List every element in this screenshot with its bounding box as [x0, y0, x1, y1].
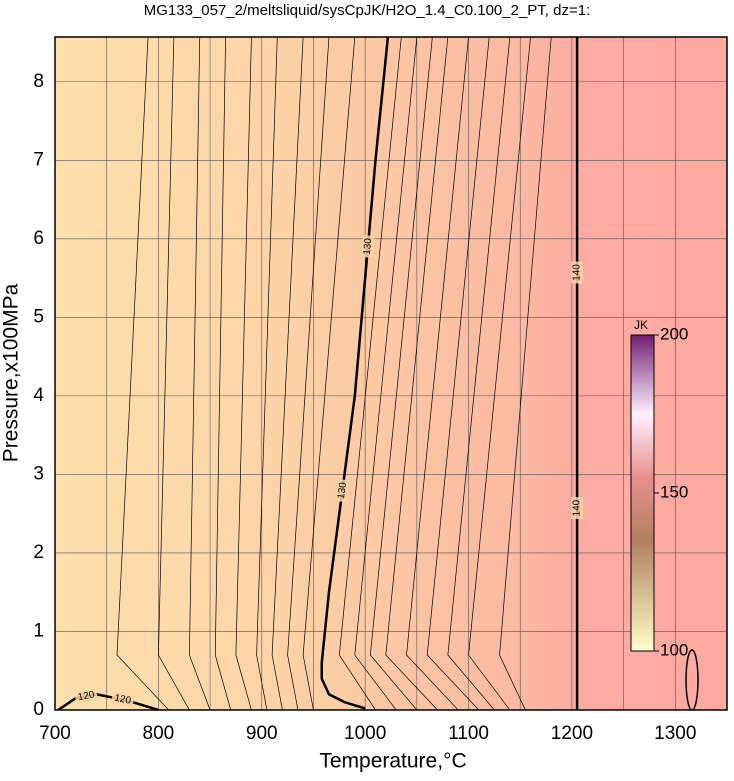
x-tick-label: 700: [39, 723, 71, 744]
y-axis-label: Pressure,x100MPa: [0, 283, 23, 462]
contour-label-bg: [571, 497, 584, 520]
contour-label: 120: [74, 688, 99, 705]
y-tick-label: 8: [33, 71, 44, 92]
thin-contour: [116, 37, 169, 710]
contour-label-text: 120: [113, 693, 132, 707]
contour-label-bg: [571, 261, 584, 284]
x-tick-label: 1100: [448, 723, 489, 744]
thin-contour: [302, 37, 356, 710]
colorbar: [630, 334, 655, 652]
thin-contour: [338, 37, 402, 710]
plot-frame: [54, 36, 728, 711]
y-tick-label: 5: [33, 306, 44, 327]
y-tick-label: 1: [33, 620, 44, 641]
contour-label-bg: [334, 478, 350, 503]
thin-contour: [158, 37, 190, 710]
contour-label-text: 140: [572, 499, 583, 516]
thin-contour: [256, 37, 278, 710]
contour-label-bg: [360, 235, 375, 258]
contour-label-text: 140: [572, 264, 583, 281]
contour-label-bg: [74, 688, 99, 705]
y-tick-label: 4: [33, 385, 44, 406]
thin-contour: [287, 37, 330, 710]
plot-background: [55, 37, 727, 710]
contour-label: 130: [360, 235, 375, 258]
thin-contour: [354, 37, 418, 710]
thin-contour: [189, 37, 211, 710]
y-tick-label: 3: [33, 463, 44, 484]
y-tick-label: 2: [33, 542, 44, 563]
contour-label-text: 130: [336, 481, 349, 499]
y-tick-label: 7: [33, 149, 44, 170]
x-axis-label: Temperature,°C: [319, 750, 466, 773]
thin-contour: [499, 37, 552, 710]
contour-label-text: 130: [362, 237, 374, 255]
colorbar-tick-label: 150: [660, 482, 688, 501]
thin-contour: [406, 37, 469, 710]
thin-contour: [468, 37, 531, 710]
contour-label: 120: [110, 691, 135, 708]
contour-label-text: 120: [77, 689, 96, 703]
thin-contour: [385, 37, 449, 710]
contour-label: 140: [571, 261, 584, 284]
y-tick-label: 6: [33, 228, 44, 249]
chart-title: MG133_057_2/meltsliquid/sysCpJK/H2O_1.4_…: [144, 2, 591, 19]
thin-contour: [447, 37, 511, 710]
thin-contour: [426, 37, 490, 710]
thin-contour: [235, 37, 252, 710]
contour-label: 140: [571, 497, 584, 520]
colorbar-tick-label: 200: [660, 324, 688, 343]
contour-label: 130: [334, 478, 350, 503]
thin-contour: [271, 37, 304, 710]
contour-label-bg: [110, 691, 135, 708]
x-tick-label: 900: [246, 723, 278, 744]
thin-contour: [214, 37, 232, 710]
y-tick-label: 0: [33, 699, 44, 720]
x-tick-label: 1200: [551, 723, 593, 744]
colorbar-tick-label: 100: [660, 640, 688, 659]
x-tick-label: 800: [143, 723, 175, 744]
thin-contour: [369, 37, 433, 710]
colorbar-label: JK: [634, 318, 648, 332]
plot-area: 120 120 130 130 140 140: [55, 37, 727, 710]
x-tick-label: 1000: [344, 723, 386, 744]
x-tick-label: 1300: [654, 723, 696, 744]
